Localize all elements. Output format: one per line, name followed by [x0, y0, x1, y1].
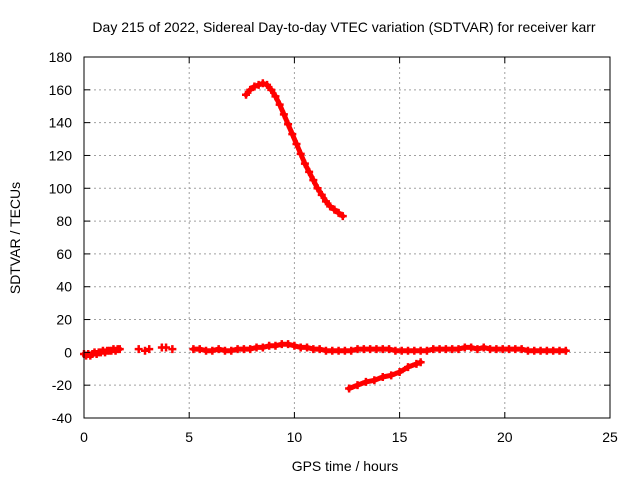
data-point [284, 340, 293, 349]
data-point [404, 363, 413, 372]
data-point [321, 197, 330, 206]
data-point [145, 345, 154, 354]
data-point [395, 368, 404, 377]
data-point [246, 85, 255, 94]
x-tick-label: 25 [602, 429, 618, 445]
x-tick-label: 20 [497, 429, 513, 445]
data-point [242, 90, 251, 99]
data-point [334, 208, 343, 217]
data-point [305, 167, 314, 176]
y-tick-label: 40 [56, 279, 72, 295]
data-point [313, 184, 322, 193]
data-point [168, 345, 177, 354]
data-point [208, 346, 217, 355]
data-point [422, 346, 431, 355]
x-axis-label: GPS time / hours [292, 458, 399, 474]
data-point [561, 346, 570, 355]
data-point [115, 345, 124, 354]
data-point [416, 358, 425, 367]
y-tick-label: 100 [49, 180, 73, 196]
data-point [134, 345, 143, 354]
data-series [80, 345, 124, 360]
data-point [330, 205, 339, 214]
data-point [250, 82, 259, 91]
data-point [517, 345, 526, 354]
plot-frame [83, 56, 611, 419]
data-point [141, 346, 150, 355]
data-series [134, 345, 154, 355]
data-point [467, 343, 476, 352]
data-point [195, 345, 204, 354]
y-tick-label: 60 [56, 246, 72, 262]
data-point [326, 202, 335, 211]
data-point [227, 346, 236, 355]
x-tick-label: 15 [392, 429, 408, 445]
data-point [271, 341, 280, 350]
data-point [279, 110, 288, 119]
data-point [290, 341, 299, 350]
data-point [361, 377, 370, 386]
data-point [378, 372, 387, 381]
data-point [347, 346, 356, 355]
data-point [258, 343, 267, 352]
data-point [296, 149, 305, 158]
data-traces [80, 79, 570, 393]
data-point [353, 381, 362, 390]
data-point [214, 345, 223, 354]
data-series [157, 343, 177, 354]
data-point [479, 343, 488, 352]
y-axis-label: SDTVAR / TECUs [7, 182, 23, 294]
y-tick-label: 120 [49, 147, 73, 163]
data-point [275, 100, 284, 109]
data-point [263, 80, 272, 89]
y-tick-label: 180 [49, 49, 73, 65]
data-series [242, 79, 347, 221]
data-point [317, 190, 326, 199]
x-tick-label: 0 [80, 429, 88, 445]
data-point [267, 85, 276, 94]
axis-ticks: 0 5 10 15 20 25 -40 -20 0 20 40 60 80 100 120 140 160 180 [49, 49, 618, 445]
data-point [258, 79, 267, 88]
x-tick-label: 5 [185, 429, 193, 445]
data-point [303, 343, 312, 352]
y-tick-label: 20 [56, 312, 72, 328]
chart-title: Day 215 of 2022, Sidereal Day-to-day VTE… [92, 19, 595, 35]
series-trace [346, 359, 424, 391]
data-point [300, 159, 309, 168]
data-point [292, 139, 301, 148]
data-point [315, 345, 324, 354]
data-point [385, 345, 394, 354]
data-point [309, 176, 318, 185]
y-tick-label: 80 [56, 213, 72, 229]
y-tick-label: -20 [52, 377, 72, 393]
data-series [189, 340, 570, 355]
data-point [288, 130, 297, 139]
y-tick-label: 160 [49, 82, 73, 98]
x-tick-label: 10 [287, 429, 303, 445]
y-tick-label: 0 [64, 344, 72, 360]
data-point [271, 92, 280, 101]
data-point [412, 359, 421, 368]
data-point [338, 212, 347, 221]
y-tick-label: 140 [49, 115, 73, 131]
data-point [387, 371, 396, 380]
data-point [162, 343, 171, 352]
data-point [370, 376, 379, 385]
data-point [246, 345, 255, 354]
data-point [254, 80, 263, 89]
data-series [345, 358, 425, 393]
data-point [473, 345, 482, 354]
data-point [284, 120, 293, 129]
data-point [345, 384, 354, 393]
y-tick-label: -40 [52, 410, 72, 426]
grid-lines [84, 57, 610, 418]
data-point [454, 345, 463, 354]
